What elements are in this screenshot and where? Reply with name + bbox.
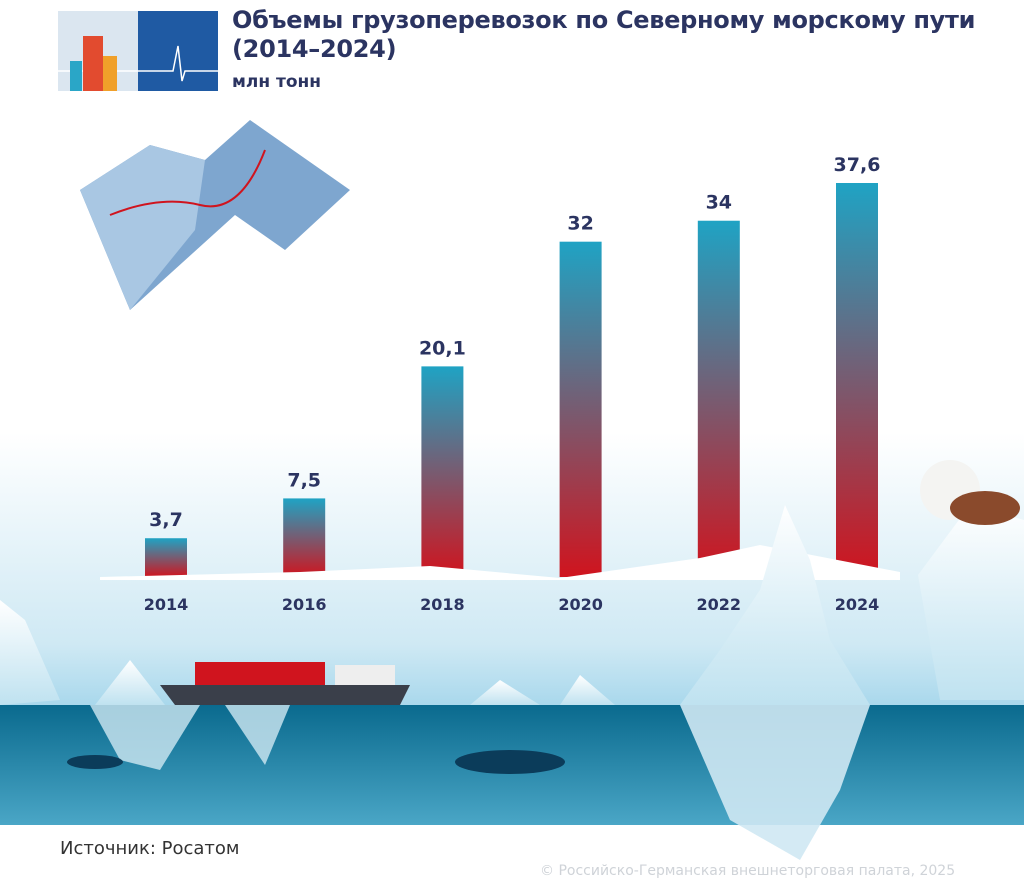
whale-icon xyxy=(67,750,565,774)
bar-2014 xyxy=(145,538,187,577)
x-tick-2022: 2022 xyxy=(697,595,742,614)
chart-title: Объемы грузоперевозок по Северному морск… xyxy=(232,6,975,64)
copyright: © Российско-Германская внешнеторговая па… xyxy=(540,863,956,879)
value-label-2020: 32 xyxy=(567,213,593,235)
ship-icon xyxy=(160,662,410,705)
x-tick-2020: 2020 xyxy=(558,595,603,614)
polar-bear-walrus-icon xyxy=(920,460,1020,525)
snow-ground xyxy=(100,545,900,580)
value-label-2022: 34 xyxy=(706,192,732,214)
unit-label: млн тонн xyxy=(232,72,322,92)
map-illustration xyxy=(80,120,350,310)
bar-2018 xyxy=(421,366,464,577)
icebergs xyxy=(0,505,1024,860)
bar-2016 xyxy=(283,498,326,577)
bar-2022 xyxy=(697,220,740,578)
source-note: Источник: Росатом xyxy=(60,838,240,859)
value-label-2018: 20,1 xyxy=(419,337,466,359)
value-label-2024: 37,6 xyxy=(834,154,881,176)
value-label-2016: 7,5 xyxy=(287,469,321,491)
value-label-2014: 3,7 xyxy=(149,509,183,531)
bar-2024 xyxy=(836,183,878,577)
x-tick-2014: 2014 xyxy=(144,595,189,614)
logo xyxy=(58,11,218,91)
title-line-2: (2014–2024) xyxy=(232,35,397,63)
x-tick-2016: 2016 xyxy=(282,595,327,614)
bar-2020 xyxy=(559,241,602,577)
x-tick-2024: 2024 xyxy=(835,595,880,614)
title-line-1: Объемы грузоперевозок по Северному морск… xyxy=(232,6,976,34)
x-tick-2018: 2018 xyxy=(420,595,465,614)
